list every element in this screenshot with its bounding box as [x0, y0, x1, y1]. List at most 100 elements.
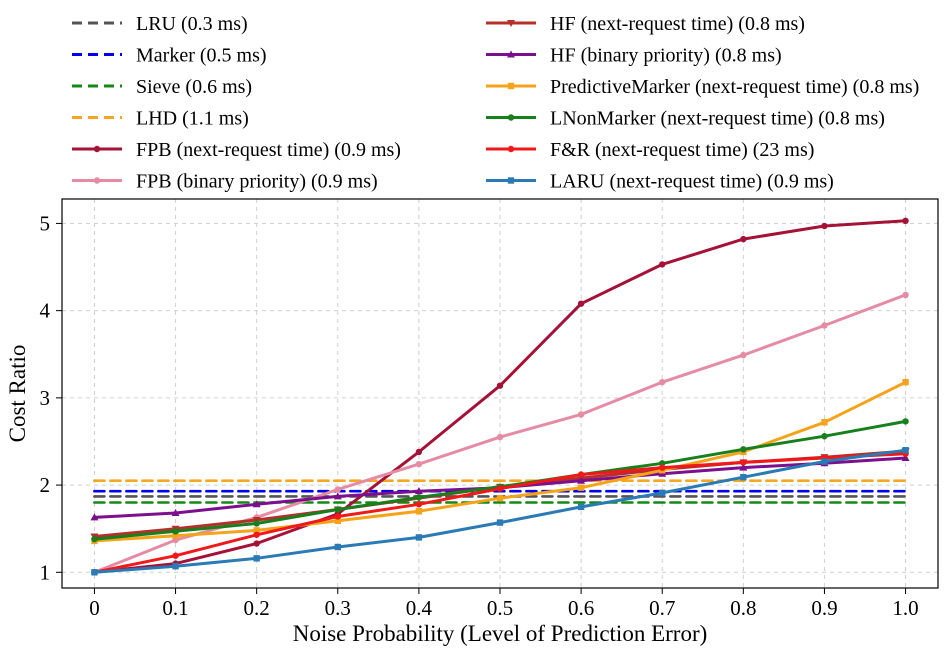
data-point	[253, 540, 260, 547]
data-point	[821, 458, 828, 465]
legend-label: PredictiveMarker (next-request time) (0.…	[550, 76, 919, 98]
data-point	[740, 459, 747, 466]
data-point	[496, 494, 504, 502]
data-point	[739, 463, 748, 471]
legend-label: HF (binary priority) (0.8 ms)	[550, 45, 782, 67]
legend-marker	[93, 177, 101, 184]
legend-item: LNonMarker (next-request time) (0.8 ms)	[486, 108, 885, 130]
legend-label: LHD (1.1 ms)	[136, 108, 249, 130]
data-point	[91, 535, 98, 543]
x-tick-label: 0.3	[325, 596, 351, 620]
data-point	[333, 492, 342, 500]
data-point	[821, 322, 828, 329]
data-point	[577, 484, 585, 491]
data-point	[415, 501, 423, 508]
x-tick-label: 0.5	[487, 596, 513, 620]
legend-label: HF (next-request time) (0.8 ms)	[550, 13, 805, 35]
x-tick-label: 0	[89, 596, 100, 620]
data-point	[253, 555, 260, 562]
legend-marker	[93, 145, 101, 153]
data-point	[821, 222, 828, 230]
data-point	[496, 382, 504, 389]
legend-label: LARU (next-request time) (0.9 ms)	[550, 171, 834, 193]
data-point	[577, 503, 585, 511]
legend-label: Marker (0.5 ms)	[136, 45, 267, 67]
data-point	[496, 485, 504, 492]
data-point	[659, 489, 666, 497]
data-point	[171, 508, 180, 516]
data-point	[253, 531, 260, 538]
data-point	[659, 378, 666, 386]
data-point	[415, 508, 423, 515]
data-point	[415, 494, 423, 501]
x-tick-label: 1.0	[892, 596, 918, 620]
x-tick-label: 0.6	[568, 596, 594, 620]
legend-item: HF (next-request time) (0.8 ms)	[486, 13, 805, 35]
data-point	[902, 217, 909, 225]
legend-label: FPB (binary priority) (0.9 ms)	[136, 171, 378, 193]
data-point	[172, 552, 179, 559]
data-point	[902, 378, 909, 386]
legend: LRU (0.3 ms) Marker (0.5 ms) Sieve (0.6 ms…	[72, 13, 919, 193]
data-point	[496, 519, 504, 526]
legend-label: LRU (0.3 ms)	[136, 13, 248, 35]
x-axis: 0 0.1 0.2 0.3 0.4 0.5 0.6 0.7 0.8 0.9 1.0	[89, 588, 919, 620]
legend-label: LNonMarker (next-request time) (0.8 ms)	[550, 108, 885, 130]
grid	[62, 199, 938, 588]
legend-item: LHD (1.1 ms)	[72, 108, 249, 130]
y-tick-label: 5	[40, 211, 51, 235]
data-point	[414, 487, 423, 495]
data-point	[334, 486, 341, 493]
data-point	[902, 418, 909, 425]
data-point	[334, 517, 341, 525]
data-point	[740, 235, 747, 243]
data-point	[252, 500, 261, 508]
legend-item: LARU (next-request time) (0.9 ms)	[486, 171, 834, 193]
data-point	[577, 300, 585, 307]
x-tick-label: 0.9	[811, 596, 837, 620]
data-point	[91, 569, 98, 576]
data-point	[496, 433, 504, 441]
data-point	[415, 448, 423, 456]
data-point	[253, 520, 260, 527]
data-point	[659, 464, 666, 471]
data-point	[253, 527, 260, 534]
data-point	[902, 446, 909, 454]
y-axis: 1 2 3 4 5	[40, 211, 62, 584]
data-point	[90, 513, 99, 521]
series-12	[91, 446, 909, 576]
legend-marker	[507, 50, 515, 58]
legend-item: FPB (binary priority) (0.9 ms)	[72, 171, 378, 193]
y-tick-label: 3	[40, 386, 51, 410]
data-point	[821, 419, 828, 426]
legend-marker	[507, 145, 515, 153]
legend-label: Sieve (0.6 ms)	[136, 76, 252, 98]
data-point	[902, 291, 909, 299]
data-point	[821, 433, 828, 440]
y-tick-label: 2	[40, 473, 51, 497]
legend-item: HF (binary priority) (0.8 ms)	[486, 45, 782, 67]
data-point	[334, 543, 341, 551]
data-point	[334, 506, 341, 513]
y-tick-label: 4	[40, 299, 51, 323]
data-point	[172, 528, 179, 535]
data-point	[577, 471, 585, 478]
data-point	[334, 513, 341, 520]
data-point	[740, 351, 747, 359]
data-point	[172, 562, 179, 570]
series-layer	[90, 217, 910, 576]
data-point	[659, 261, 666, 268]
x-tick-label: 0.1	[162, 596, 188, 620]
x-tick-label: 0.4	[406, 596, 433, 620]
data-point	[577, 476, 586, 484]
x-tick-label: 0.2	[244, 596, 270, 620]
data-point	[740, 474, 747, 481]
legend-marker	[507, 82, 515, 90]
legend-item: FPB (next-request time) (0.9 ms)	[72, 139, 401, 161]
legend-label: F&R (next-request time) (23 ms)	[550, 139, 814, 161]
data-point	[415, 534, 423, 541]
legend-item: LRU (0.3 ms)	[72, 13, 248, 35]
x-tick-label: 0.7	[649, 596, 675, 620]
legend-marker	[507, 20, 515, 27]
